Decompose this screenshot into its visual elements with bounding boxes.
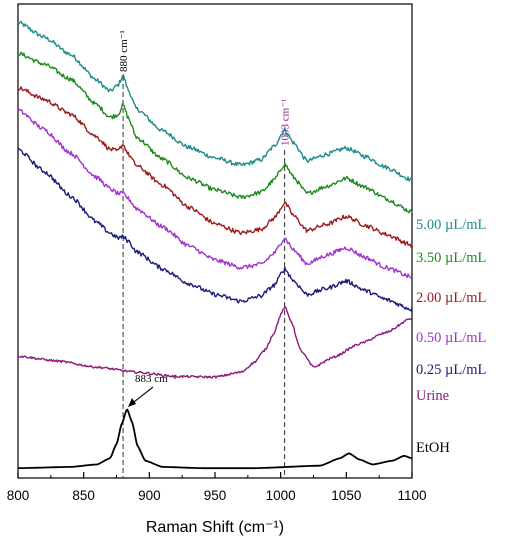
annotation-arrow-head bbox=[128, 398, 137, 408]
series-line-6 bbox=[17, 408, 413, 470]
series-label-1: 3.50 µL/mL bbox=[416, 250, 486, 266]
series-label-5: Urine bbox=[416, 388, 449, 404]
series-label-0: 5.00 µL/mL bbox=[416, 217, 486, 233]
x-tick-label-1050: 1050 bbox=[331, 488, 361, 503]
x-tick-label-950: 950 bbox=[204, 488, 227, 503]
series-lines bbox=[17, 20, 413, 470]
series-label-6: EtOH bbox=[416, 440, 450, 456]
x-axis: 800 850 900 950 1000 1050 1100 bbox=[7, 472, 427, 503]
ref-label-880: 880 cm⁻¹ bbox=[118, 30, 130, 72]
x-tick-label-1100: 1100 bbox=[397, 488, 426, 503]
series-line-4 bbox=[17, 147, 413, 312]
x-tick-label-800: 800 bbox=[7, 488, 30, 503]
x-tick-label-1000: 1000 bbox=[266, 488, 296, 503]
x-axis-title: Raman Shift (cm⁻¹) bbox=[146, 519, 284, 536]
ref-label-1003: 1003 cm⁻¹ bbox=[280, 99, 292, 146]
series-line-1 bbox=[17, 51, 413, 214]
series-line-0 bbox=[17, 20, 413, 182]
series-line-2 bbox=[17, 86, 413, 248]
x-tick-label-900: 900 bbox=[138, 488, 161, 503]
plot-area bbox=[17, 3, 413, 479]
series-line-5 bbox=[18, 305, 413, 379]
x-tick-label-850: 850 bbox=[72, 488, 95, 503]
series-labels: 5.00 µL/mL 3.50 µL/mL 2.00 µL/mL 0.50 µL/mL… bbox=[416, 217, 486, 456]
series-label-3: 0.50 µL/mL bbox=[416, 330, 486, 346]
series-label-4: 0.25 µL/mL bbox=[416, 362, 486, 378]
series-line-3 bbox=[17, 108, 413, 279]
series-label-2: 2.00 µL/mL bbox=[416, 290, 486, 306]
plot-frame bbox=[17, 3, 413, 479]
